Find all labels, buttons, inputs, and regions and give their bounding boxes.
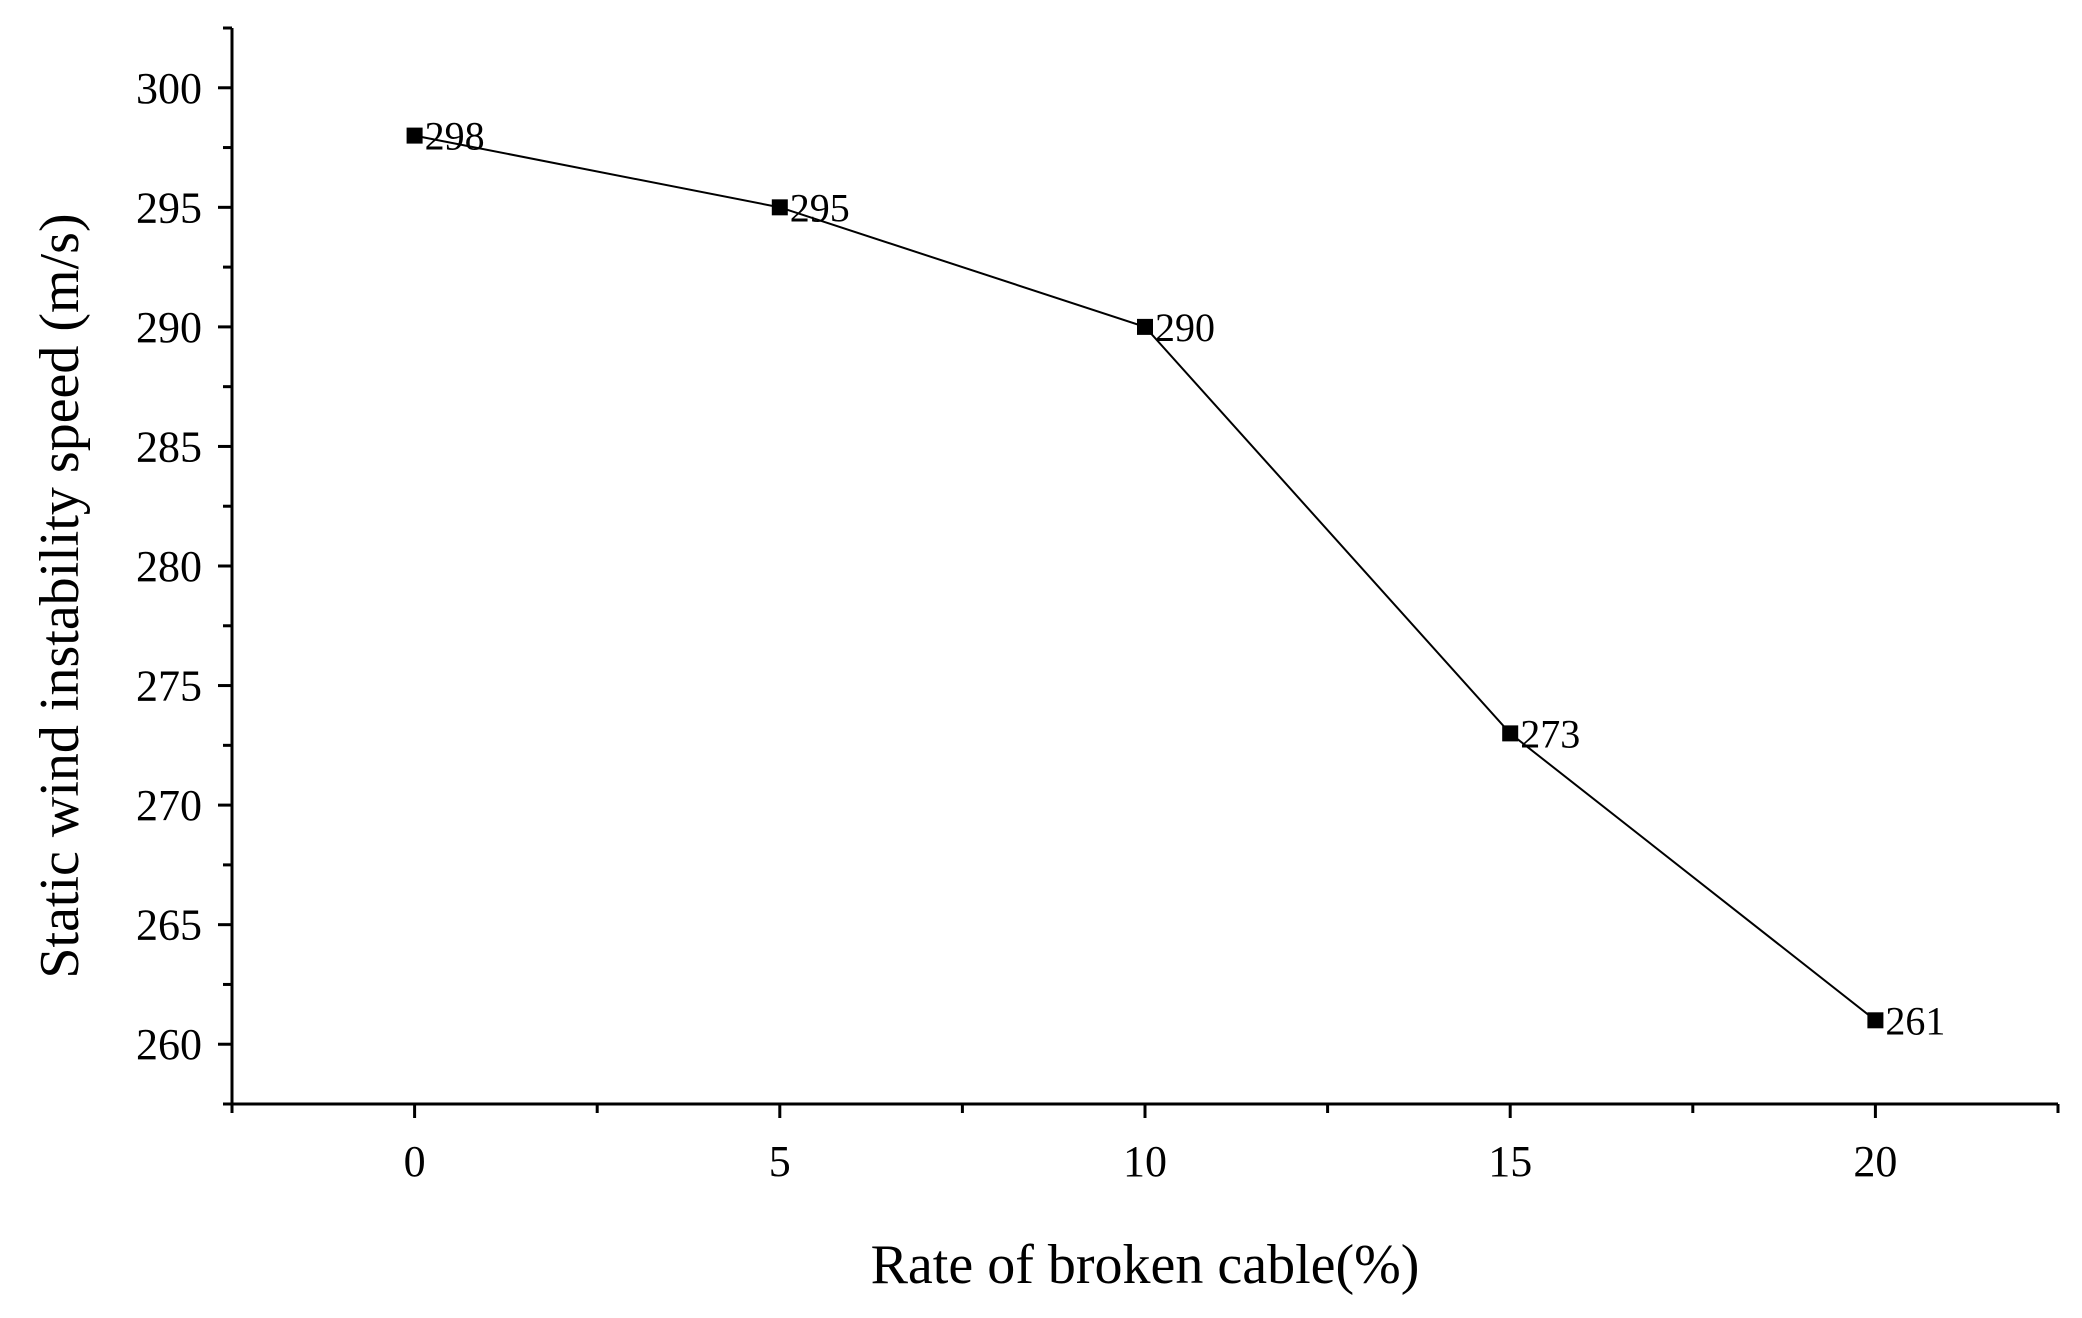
y-tick-label: 280 (136, 542, 202, 591)
y-tick-label: 265 (136, 901, 202, 950)
y-tick-label: 260 (136, 1020, 202, 1069)
data-label: 261 (1885, 998, 1945, 1043)
axes: 0 5 10 15 20 260 265 270 275 280 285 290 295 300 (136, 26, 2060, 1186)
x-tick-label: 5 (769, 1137, 791, 1186)
series-line (414, 134, 1877, 1022)
y-tick-label: 290 (136, 303, 202, 352)
data-point-marker (1137, 318, 1153, 335)
data-labels: 298 295 290 273 261 (425, 114, 1946, 1044)
x-tick-label: 0 (404, 1137, 426, 1186)
y-axis-title: Static wind instability speed (m/s) (29, 213, 91, 978)
x-axis-title: Rate of broken cable(%) (871, 1234, 1420, 1296)
data-label: 290 (1155, 305, 1215, 350)
y-tick-label: 275 (136, 662, 202, 711)
y-tick-label: 270 (136, 781, 202, 830)
y-tick-label: 285 (136, 422, 202, 471)
data-label: 295 (790, 185, 850, 230)
data-point-marker (406, 127, 423, 144)
x-tick-label: 10 (1123, 1137, 1167, 1186)
data-point-marker (1502, 725, 1519, 742)
data-label: 298 (425, 114, 485, 159)
data-label: 273 (1520, 711, 1580, 756)
data-point-marker (1867, 1012, 1884, 1029)
y-tick-label: 295 (136, 183, 202, 232)
x-tick-label: 15 (1488, 1137, 1532, 1186)
data-point-marker (771, 199, 788, 216)
y-tick-label: 300 (136, 64, 202, 113)
x-tick-label: 20 (1853, 1137, 1897, 1186)
series-group (406, 127, 1884, 1029)
